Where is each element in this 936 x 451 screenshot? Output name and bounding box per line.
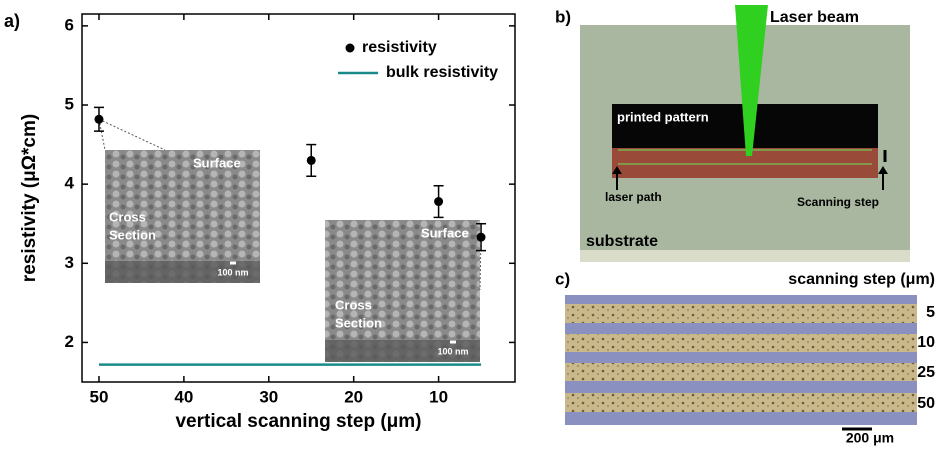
x-tick-label: 20 bbox=[344, 387, 363, 406]
point bbox=[307, 156, 316, 165]
x-axis-label: vertical scanning step (μm) bbox=[175, 411, 421, 432]
x-tick-label: 50 bbox=[90, 387, 109, 406]
y-tick-label: 3 bbox=[65, 253, 74, 272]
x-tick-label: 30 bbox=[259, 387, 278, 406]
inset-scale: 100 nm bbox=[217, 267, 248, 277]
printed-line bbox=[565, 393, 917, 412]
label: substrate bbox=[586, 233, 658, 250]
y-tick-label: 4 bbox=[65, 174, 75, 193]
leader bbox=[99, 119, 165, 150]
point bbox=[477, 233, 486, 242]
y-tick-label: 6 bbox=[65, 15, 74, 34]
y-tick-label: 2 bbox=[65, 332, 74, 351]
inset-label: Cross bbox=[335, 297, 372, 312]
row-label: 5 bbox=[926, 304, 935, 321]
inset-scale: 100 nm bbox=[437, 346, 468, 356]
y-tick-label: 5 bbox=[65, 94, 74, 113]
legend-swatch bbox=[346, 44, 355, 53]
x-tick-label: 10 bbox=[429, 387, 448, 406]
point bbox=[94, 115, 103, 124]
legend-label: bulk resistivity bbox=[386, 64, 498, 81]
printed-line bbox=[565, 334, 917, 352]
point bbox=[434, 197, 443, 206]
panel-label: b) bbox=[555, 7, 571, 26]
label: Scanning step bbox=[797, 195, 879, 209]
inset-label: Section bbox=[109, 227, 156, 242]
inset-label: Surface bbox=[421, 225, 469, 240]
printed-line bbox=[565, 363, 917, 381]
legend-label: resistivity bbox=[362, 39, 437, 56]
figure: b) Laser beam printed pattern laser path… bbox=[0, 0, 936, 446]
substrate-edge bbox=[580, 250, 910, 262]
inset-label: Surface bbox=[193, 155, 241, 170]
schematic: b) Laser beam printed pattern laser path… bbox=[555, 5, 910, 262]
label: laser path bbox=[605, 190, 662, 204]
row-label: 25 bbox=[917, 364, 935, 381]
y-axis-label: resistivity (μΩ*cm) bbox=[19, 114, 40, 282]
panel-label: c) bbox=[555, 269, 570, 288]
scanned-strip bbox=[612, 148, 878, 178]
label: printed pattern bbox=[617, 109, 709, 124]
printed-line bbox=[565, 304, 917, 323]
scale-label: 200 μm bbox=[846, 430, 894, 446]
row-label: 10 bbox=[917, 334, 935, 351]
leader bbox=[99, 119, 105, 150]
row-label: 50 bbox=[917, 395, 935, 412]
title: scanning step (μm) bbox=[788, 271, 935, 288]
label: Laser beam bbox=[770, 9, 859, 26]
inset-label: Cross bbox=[109, 209, 146, 224]
inset-label: Section bbox=[335, 315, 382, 330]
panel-label: a) bbox=[4, 11, 20, 31]
x-tick-label: 40 bbox=[174, 387, 193, 406]
micrograph: c) scanning step (μm) 5 10 25 50 200 μm bbox=[555, 269, 935, 445]
